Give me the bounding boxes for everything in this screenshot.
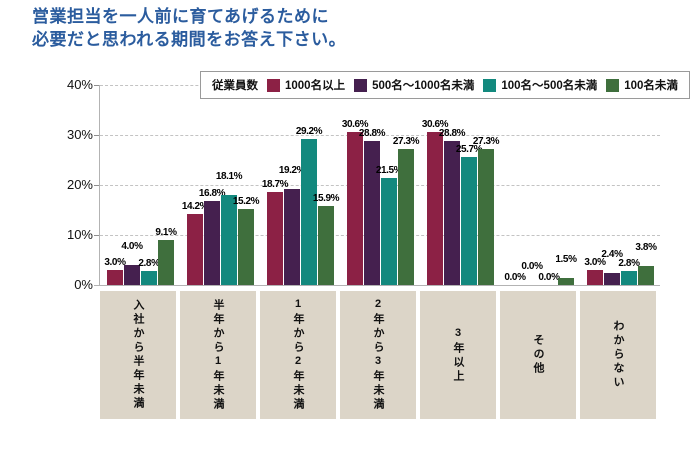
data-bar [284, 189, 300, 285]
bar-value-label: 30.6% [421, 119, 449, 130]
y-gridline [100, 235, 660, 236]
data-bar [107, 270, 123, 285]
data-bar [141, 271, 157, 285]
bar-value-label: 2.4% [601, 249, 623, 260]
bar-value-label: 27.3% [472, 135, 500, 147]
chart-legend: 従業員数 1000名以上 500名～1000名未満 100名～500名未満 100名未… [200, 71, 690, 99]
legend-swatch-icon [354, 78, 368, 92]
y-axis-tick [94, 135, 100, 136]
page-title-line1: 営業担当を一人前に育てあげるために [32, 7, 329, 26]
category-label: 半年から1年未満 [212, 298, 224, 412]
legend-item: 1000名以上 [267, 77, 345, 93]
bar-value-label: 14.2% [181, 201, 209, 212]
y-gridline [100, 135, 660, 136]
bar-value-label: 29.2% [295, 126, 323, 137]
bar-value-label: 3.0% [584, 257, 606, 268]
page-title-line2: 必要だと思われる期間をお答え下さい。 [32, 30, 347, 49]
category-label: 2年から3年未満 [372, 298, 384, 412]
y-axis-tick-label: 0% [74, 277, 93, 292]
bar-value-label: 15.2% [232, 196, 260, 207]
bar-value-label: 30.6% [341, 119, 369, 130]
data-bar [364, 141, 380, 285]
category-label: わからない [612, 320, 624, 390]
data-bar [427, 132, 443, 285]
page-title: 営業担当を一人前に育てあげるために 必要だと思われる期間をお答え下さい。 [32, 5, 346, 51]
y-axis-tick-label: 30% [66, 127, 93, 142]
data-bar [604, 273, 620, 285]
bar-value-label: 1.5% [555, 253, 577, 265]
bar-value-label: 9.1% [155, 226, 177, 238]
bar-value-label: 28.8% [438, 128, 466, 139]
category-box: 2年から3年未満 [340, 291, 416, 419]
data-bar [187, 214, 203, 285]
legend-swatch-icon [606, 78, 620, 92]
data-bar [221, 194, 237, 285]
data-bar [318, 205, 334, 285]
bar-value-label: 4.0% [121, 241, 143, 252]
data-bar [301, 139, 317, 285]
data-bar [381, 177, 397, 285]
category-box: 入社から半年未満 [100, 291, 176, 419]
data-bar [204, 201, 220, 285]
bar-value-label: 3.8% [635, 242, 657, 253]
bar-value-label: 18.1% [215, 170, 243, 182]
y-axis-tick-label: 10% [66, 227, 93, 242]
bar-value-label: 18.7% [261, 178, 289, 190]
legend-item-label: 500名～1000名未満 [372, 80, 475, 92]
data-bar [621, 271, 637, 285]
bar-value-label: 2.8% [138, 258, 160, 269]
category-box: その他 [500, 291, 576, 419]
legend-item-label: 100名未満 [624, 80, 678, 92]
bar-value-label: 19.2% [278, 165, 306, 176]
y-axis-tick [94, 85, 100, 86]
data-bar [398, 148, 414, 285]
bar-value-label: 25.7% [455, 143, 483, 155]
y-axis-tick [94, 235, 100, 236]
bar-value-label: 27.3% [392, 135, 420, 147]
legend-item: 100名～500名未満 [483, 77, 597, 93]
data-bar [638, 266, 654, 285]
bar-value-label: 28.8% [358, 128, 386, 139]
category-box: 3年以上 [420, 291, 496, 419]
bar-value-label: 0.0% [521, 261, 543, 272]
bar-value-label: 0.0% [504, 272, 526, 283]
data-bar [238, 209, 254, 285]
bar-value-label: 15.9% [312, 192, 340, 204]
data-bar [347, 132, 363, 285]
bar-value-label: 21.5% [375, 164, 403, 176]
bar-value-label: 2.8% [618, 258, 640, 269]
data-bar [587, 270, 603, 285]
data-bar [124, 265, 140, 285]
legend-item: 500名～1000名未満 [354, 77, 474, 93]
bar-value-label: 3.0% [104, 257, 126, 268]
legend-item-label: 100名～500名未満 [501, 80, 598, 92]
legend-item: 100名未満 [606, 77, 678, 93]
legend-title: 従業員数 [212, 80, 258, 92]
data-bar [158, 239, 174, 285]
y-axis-line [99, 85, 100, 285]
category-label: その他 [532, 334, 544, 376]
y-axis-tick-label: 40% [66, 77, 93, 92]
category-label: 入社から半年未満 [132, 299, 144, 411]
category-label: 3年以上 [452, 326, 464, 384]
data-bar [558, 277, 574, 285]
category-box: 1年から2年未満 [260, 291, 336, 419]
bar-value-label: 0.0% [538, 272, 560, 283]
y-gridline [100, 185, 660, 186]
legend-swatch-icon [267, 78, 280, 92]
category-box: 半年から1年未満 [180, 291, 256, 419]
x-axis-line [94, 285, 660, 286]
data-bar [267, 191, 283, 285]
bar-value-label: 16.8% [198, 188, 226, 199]
data-bar [478, 148, 494, 285]
category-label: 1年から2年未満 [292, 298, 304, 412]
category-box: わからない [580, 291, 656, 419]
data-bar [461, 156, 477, 285]
legend-swatch-icon [483, 78, 497, 92]
legend-item-label: 1000名以上 [285, 80, 346, 92]
y-axis-tick [94, 185, 100, 186]
data-bar [444, 141, 460, 285]
y-axis-tick-label: 20% [66, 177, 93, 192]
